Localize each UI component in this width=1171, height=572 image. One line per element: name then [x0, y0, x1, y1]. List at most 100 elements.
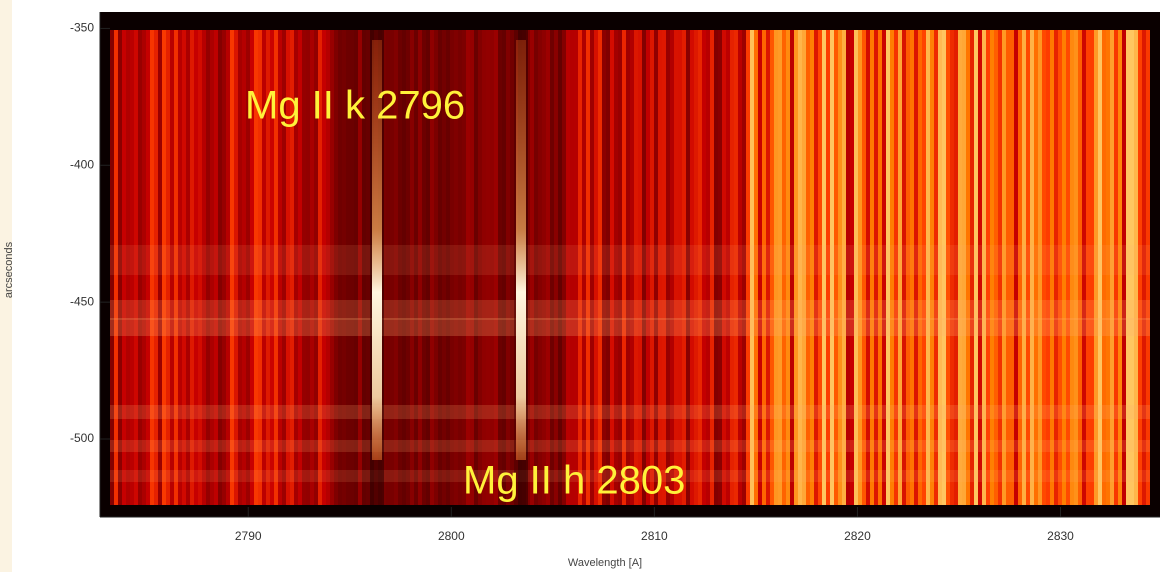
spectrum-stripe: [650, 30, 654, 505]
spectrum-stripe: [530, 30, 534, 505]
spectrum-band: [110, 318, 1150, 336]
spectrum-stripe: [814, 30, 818, 505]
spectrum-stripe: [482, 30, 486, 505]
spectrum-stripe: [386, 30, 390, 505]
spectrum-stripe: [1018, 30, 1022, 505]
spectrum-image: [110, 12, 1160, 517]
spectrum-stripe: [478, 30, 482, 505]
spectrum-stripe: [850, 30, 854, 505]
spectrum-stripe: [1074, 30, 1078, 505]
spectrum-stripe: [186, 30, 190, 505]
spectrum-stripe: [394, 30, 398, 505]
spectrum-stripe: [1042, 30, 1046, 505]
y-tick-label: -450: [70, 294, 94, 308]
spectrum-stripe: [122, 30, 126, 505]
spectrum-stripe: [822, 30, 826, 505]
spectrum-stripe: [158, 30, 162, 505]
spectrum-stripe: [474, 30, 478, 505]
spectrum-stripe: [790, 30, 794, 505]
spectrum-stripe: [1054, 30, 1058, 505]
spectrum-stripe: [566, 30, 570, 505]
spectrum-stripe: [962, 30, 966, 505]
spectrum-stripe: [190, 30, 194, 505]
spectrum-stripe: [954, 30, 958, 505]
spectrum-stripe: [994, 30, 998, 505]
y-axis-label: arcseconds: [3, 241, 15, 298]
spectrum-stripe: [974, 30, 978, 505]
spectrum-stripe: [470, 30, 474, 505]
x-tick-label: 2790: [235, 529, 262, 543]
spectrum-stripe: [270, 30, 274, 505]
spectrum-stripe: [806, 30, 810, 505]
spectrum-stripe: [866, 30, 870, 505]
spectrum-band: [110, 245, 1150, 275]
spectrum-stripe: [398, 30, 402, 505]
spectrum-stripe: [834, 30, 838, 505]
spectrum-stripe: [1038, 30, 1042, 505]
spectrum-stripe: [1046, 30, 1050, 505]
spectrum-stripe: [1034, 30, 1038, 505]
spectrum-stripe: [1114, 30, 1118, 505]
spectrum-stripe: [310, 30, 314, 505]
spectrum-stripe: [782, 30, 786, 505]
spectrum-stripe: [182, 30, 186, 505]
spectrum-stripe: [574, 30, 578, 505]
emission-line: [372, 40, 382, 460]
spectrum-stripe: [254, 30, 258, 505]
spectrum-stripe: [402, 30, 406, 505]
spectrum-stripe: [614, 30, 618, 505]
spectrum-stripe: [1138, 30, 1142, 505]
spectrum-stripe: [750, 30, 754, 505]
spectrum-stripe: [854, 30, 858, 505]
spectrum-stripe: [1022, 30, 1026, 505]
spectrum-stripe: [754, 30, 758, 505]
spectrum-stripe: [694, 30, 698, 505]
spectrum-stripe: [458, 30, 462, 505]
spectrum-stripe: [358, 30, 362, 505]
spectrum-stripe: [726, 30, 730, 505]
spectrum-stripe: [1134, 30, 1138, 505]
spectrum-stripe: [1006, 30, 1010, 505]
spectrum-stripe: [890, 30, 894, 505]
spectrum-stripe: [774, 30, 778, 505]
spectrum-stripe: [590, 30, 594, 505]
spectrum-stripe: [450, 30, 454, 505]
spectrum-stripe: [306, 30, 310, 505]
spectrum-stripe: [798, 30, 802, 505]
spectrum-stripe: [698, 30, 702, 505]
spectrum-stripe: [286, 30, 290, 505]
spectrum-stripe: [230, 30, 234, 505]
spectrum-stripe: [730, 30, 734, 505]
spectrum-stripe: [626, 30, 630, 505]
x-axis-label: Wavelength [A]: [568, 557, 642, 569]
spectrum-stripe: [642, 30, 646, 505]
spectrum-stripe: [670, 30, 674, 505]
spectrum-stripe: [126, 30, 130, 505]
spectrum-stripe: [666, 30, 670, 505]
x-tick-label: 2800: [438, 529, 465, 543]
spectrum-stripe: [1122, 30, 1126, 505]
spectrum-stripe: [166, 30, 170, 505]
spectrum-stripe: [630, 30, 634, 505]
spectrum-stripe: [578, 30, 582, 505]
spectrum-stripe: [586, 30, 590, 505]
spectrum-stripe: [978, 30, 982, 505]
spectrum-stripe: [214, 30, 218, 505]
spectrum-stripe: [546, 30, 550, 505]
spectrum-stripe: [226, 30, 230, 505]
spectrum-stripe: [722, 30, 726, 505]
spectrum-stripe: [690, 30, 694, 505]
emission-line: [516, 40, 526, 460]
spectrum-stripe: [758, 30, 762, 505]
spectrum-stripe: [442, 30, 446, 505]
spectrum-stripe: [982, 30, 986, 505]
spectrum-stripe: [898, 30, 902, 505]
y-tick-label: -400: [70, 157, 94, 171]
spectrum-stripe: [414, 30, 418, 505]
spectrum-stripe: [510, 30, 514, 505]
spectrum-stripe: [154, 30, 158, 505]
spectrum-stripe: [334, 30, 338, 505]
spectrum-stripe: [290, 30, 294, 505]
spectrum-stripe: [330, 30, 334, 505]
spectrum-stripe: [702, 30, 706, 505]
